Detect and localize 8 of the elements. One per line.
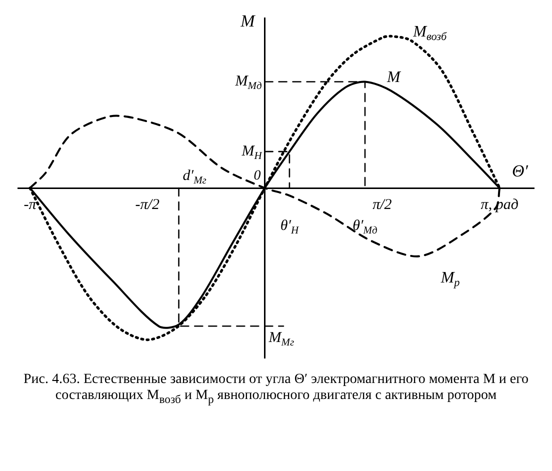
x-axis-title: Θ′ [512,161,528,180]
annotation: 0 [254,168,261,184]
x-tick-label: -π [24,196,37,213]
series-label: M [386,68,402,86]
text: Рис. 4.63. Естественные зависимости от угла Θ′ электромагнитного момента M и его составляющих M$_{возб}$ и M$_{р}$ явнополюсного двигателя с активным ротором [22,372,530,406]
x-tick-label: -π/2 [135,196,160,213]
x-tick-label: π/2 [372,196,392,213]
y-axis-title: M [240,11,256,30]
